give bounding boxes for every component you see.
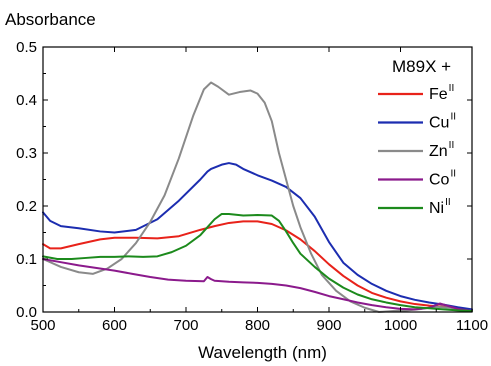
legend-label-text: Fe bbox=[429, 86, 448, 103]
legend-label-superscript: II bbox=[449, 83, 455, 94]
legend-title: M89X + bbox=[392, 57, 451, 76]
y-tick-label: 0.1 bbox=[16, 251, 37, 268]
legend-label-superscript: II bbox=[450, 169, 456, 180]
legend-label-cu: CuII bbox=[429, 112, 456, 132]
ticks-group: 500 600 700 800 900 1000 1100 0.0 0.1 0.2 0.3 0.4 0.… bbox=[16, 39, 488, 334]
x-tick-label: 700 bbox=[173, 317, 198, 334]
y-tick-label: 0.0 bbox=[16, 304, 37, 321]
legend-label-text: Ni bbox=[429, 200, 444, 217]
x-tick-label: 600 bbox=[102, 317, 127, 334]
y-tick-label: 0.2 bbox=[16, 198, 37, 215]
legend-label-text: Co bbox=[429, 172, 450, 189]
legend-label-ni: NiII bbox=[429, 197, 451, 217]
series-group bbox=[42, 81, 473, 313]
y-tick-label: 0.5 bbox=[16, 39, 37, 56]
x-tick-label: 800 bbox=[245, 317, 270, 334]
x-tick-label: 900 bbox=[316, 317, 341, 334]
x-tick-label: 1100 bbox=[456, 317, 488, 334]
x-tick-label: 1000 bbox=[384, 317, 417, 334]
series-line-cu bbox=[42, 162, 473, 311]
legend-label-superscript: II bbox=[450, 112, 456, 123]
series-line-zn bbox=[42, 81, 473, 313]
y-axis-title: Absorbance bbox=[5, 10, 96, 29]
y-tick-label: 0.3 bbox=[16, 145, 37, 162]
legend-label-superscript: II bbox=[449, 140, 455, 151]
legend-label-fe: FeII bbox=[429, 83, 454, 103]
series-line-ni bbox=[42, 212, 473, 312]
legend-label-text: Cu bbox=[429, 115, 449, 132]
y-tick-label: 0.4 bbox=[16, 92, 37, 109]
series-line-fe bbox=[42, 220, 473, 311]
legend-label-text: Zn bbox=[429, 143, 448, 160]
legend-label-zn: ZnII bbox=[429, 140, 454, 160]
x-tick-label: 500 bbox=[30, 317, 55, 334]
x-axis-title: Wavelength (nm) bbox=[198, 343, 327, 362]
series-line-co bbox=[42, 258, 473, 312]
legend-label-co: CoII bbox=[429, 169, 456, 189]
legend-label-superscript: II bbox=[445, 197, 451, 208]
